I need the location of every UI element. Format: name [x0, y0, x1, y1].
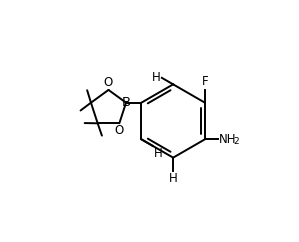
Text: H: H [154, 147, 163, 160]
Text: B: B [121, 96, 131, 109]
Text: NH: NH [219, 133, 236, 146]
Text: F: F [202, 76, 208, 89]
Text: O: O [104, 76, 113, 89]
Text: O: O [115, 124, 124, 137]
Text: H: H [152, 71, 161, 84]
Text: 2: 2 [233, 137, 239, 146]
Text: H: H [169, 172, 178, 185]
